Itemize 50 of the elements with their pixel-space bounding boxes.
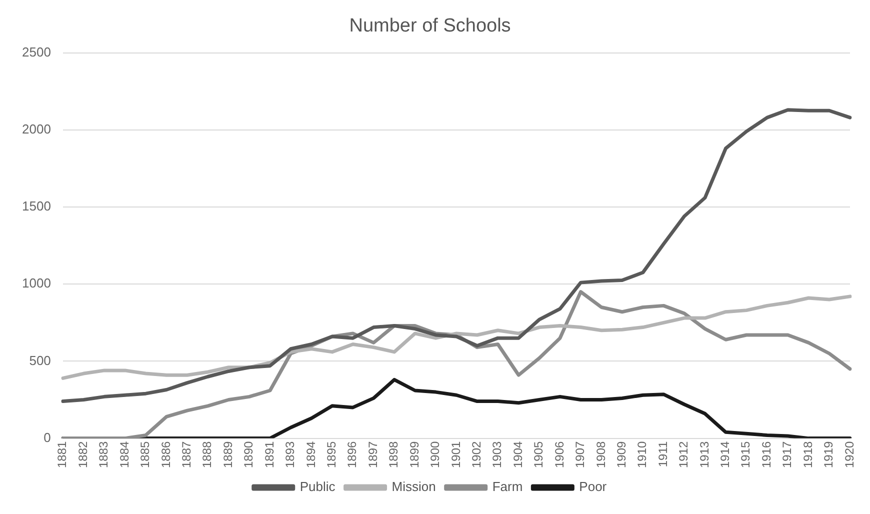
y-tick-label: 1500 (22, 198, 51, 214)
x-tick-label: 1902 (469, 440, 484, 468)
x-tick-label: 1904 (510, 440, 525, 468)
x-tick-label: 1910 (635, 440, 650, 468)
y-tick-label: 1000 (22, 276, 51, 291)
x-tick-label: 1893 (283, 440, 298, 468)
x-tick-label: 1895 (324, 440, 338, 468)
x-tick-label: 1914 (718, 440, 732, 468)
x-tick-label: 1898 (386, 440, 401, 468)
x-tick-label: 1911 (656, 440, 670, 468)
x-tick-label: 1908 (594, 440, 608, 468)
x-tick-label: 1882 (76, 440, 90, 468)
legend-label: Poor (579, 479, 608, 494)
x-tick-label: 1889 (220, 440, 235, 468)
x-tick-label: 1913 (697, 440, 712, 468)
x-tick-label: 1891 (262, 440, 276, 468)
x-tick-label: 1912 (676, 440, 691, 468)
x-tick-label: 1886 (158, 440, 173, 468)
x-tick-label: 1916 (759, 440, 774, 468)
x-tick-label: 1917 (780, 440, 794, 468)
x-tick-label: 1915 (738, 440, 753, 468)
x-tick-label: 1919 (822, 440, 836, 468)
y-tick-label: 0 (44, 430, 51, 445)
x-tick-label: 1894 (304, 440, 318, 468)
legend-label: Mission (392, 479, 436, 494)
x-tick-label: 1918 (800, 440, 815, 468)
x-tick-label: 1883 (96, 440, 111, 468)
x-tick-label: 1901 (448, 440, 463, 468)
x-tick-label: 1881 (55, 440, 70, 468)
x-tick-label: 1920 (842, 440, 856, 468)
x-tick-label: 1885 (138, 440, 152, 468)
legend-label: Farm (492, 479, 523, 494)
x-tick-label: 1899 (407, 440, 422, 468)
x-tick-label: 1906 (552, 440, 566, 468)
x-tick-label: 1887 (180, 440, 194, 468)
x-tick-label: 1903 (490, 440, 504, 468)
y-tick-label: 2500 (22, 44, 51, 60)
x-tick-label: 1896 (345, 440, 360, 468)
x-tick-label: 1890 (242, 440, 256, 468)
x-tick-label: 1888 (200, 440, 214, 468)
legend-label: Public (300, 479, 336, 494)
x-tick-label: 1907 (573, 440, 588, 468)
x-tick-label: 1900 (428, 440, 442, 468)
x-tick-label: 1905 (532, 440, 546, 468)
chart-title: Number of Schools (349, 16, 511, 37)
y-tick-label: 500 (29, 352, 51, 368)
x-tick-label: 1884 (117, 440, 132, 468)
x-tick-label: 1897 (366, 440, 380, 468)
x-tick-label: 1909 (614, 440, 628, 468)
y-tick-label: 2000 (22, 121, 51, 136)
